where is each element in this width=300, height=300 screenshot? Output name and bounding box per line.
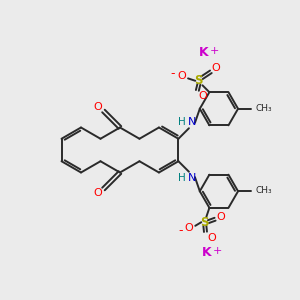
- Text: H: H: [178, 117, 186, 127]
- Text: N: N: [188, 173, 196, 183]
- Text: N: N: [188, 117, 196, 127]
- Text: O: O: [93, 102, 102, 112]
- Text: O: O: [211, 63, 220, 73]
- Text: S: S: [195, 74, 203, 87]
- Text: -: -: [171, 68, 175, 80]
- Text: O: O: [184, 223, 193, 233]
- Text: O: O: [177, 71, 186, 81]
- Text: O: O: [207, 233, 216, 243]
- Text: +: +: [213, 246, 222, 256]
- Text: K: K: [199, 46, 208, 59]
- Text: +: +: [210, 46, 219, 56]
- Text: CH₃: CH₃: [256, 186, 272, 195]
- Text: K: K: [202, 246, 211, 259]
- Text: S: S: [201, 216, 209, 229]
- Text: CH₃: CH₃: [256, 104, 272, 112]
- Text: -: -: [178, 224, 183, 237]
- Text: O: O: [93, 188, 102, 198]
- Text: O: O: [198, 92, 207, 101]
- Text: O: O: [217, 212, 225, 222]
- Text: H: H: [178, 173, 186, 183]
